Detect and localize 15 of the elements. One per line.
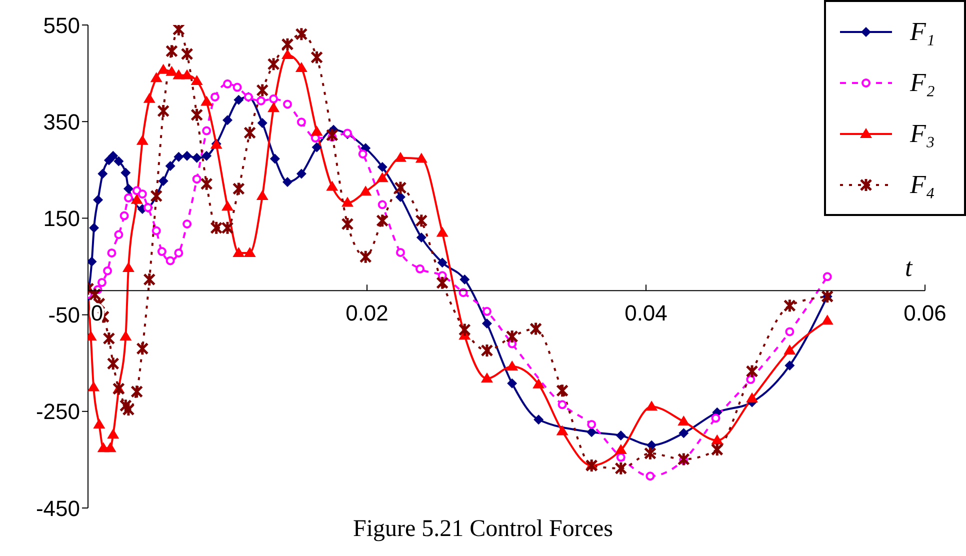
legend-label: F₁	[910, 16, 935, 46]
caption: Figure 5.21 Control Forces	[353, 516, 613, 542]
x-tick-label: 0.02	[346, 300, 388, 326]
legend-label: F₂	[910, 68, 935, 98]
y-tick-label: -50	[48, 302, 80, 328]
x-tick-label: 0.06	[904, 300, 946, 326]
y-tick-label: 550	[43, 12, 80, 38]
y-tick-label: 350	[43, 109, 80, 134]
y-tick-label: 150	[43, 206, 80, 232]
legend-label: F₄	[910, 170, 935, 200]
y-tick-label: -250	[36, 399, 80, 424]
legend-label: F₃	[910, 118, 935, 148]
x-axis-title: t	[905, 252, 912, 283]
x-tick-label: 0.04	[624, 300, 668, 326]
y-tick-label: -450	[36, 496, 80, 521]
